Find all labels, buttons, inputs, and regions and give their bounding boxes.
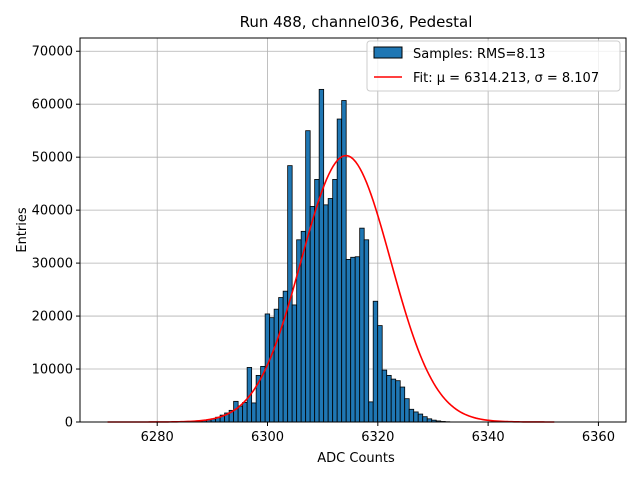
legend-label-fit: Fit: μ = 6314.213, σ = 8.107 [413, 71, 599, 86]
histogram-bar [399, 386, 406, 423]
histogram-bar [422, 416, 428, 423]
chart-title: Run 488, channel036, Pedestal [240, 13, 473, 31]
histogram-bar [251, 402, 257, 423]
histogram-bar [336, 118, 343, 423]
y-tick-label: 50000 [32, 151, 73, 166]
histogram-bar [314, 179, 320, 423]
histogram-bar [354, 256, 361, 423]
histogram-bar [233, 400, 239, 423]
x-axis-ticks: 6280 6300 6320 6340 6360 [141, 422, 615, 445]
y-axis-ticks: 0 10000 20000 30000 40000 50000 60000 70000 [32, 45, 80, 431]
histogram-bar [386, 374, 392, 423]
y-tick-label: 10000 [32, 363, 73, 378]
legend-swatch-samples [373, 46, 403, 59]
x-tick-label: 6360 [582, 430, 615, 445]
histogram-bar [305, 130, 311, 423]
histogram-bar [291, 304, 298, 423]
histogram-bars [197, 88, 451, 423]
y-tick-label: 60000 [32, 98, 73, 113]
histogram-bar [404, 398, 410, 423]
histogram-bar [413, 411, 419, 423]
histogram-bar [269, 317, 275, 423]
x-tick-label: 6320 [361, 430, 394, 445]
histogram-bar [309, 206, 316, 423]
histogram-bar [381, 369, 388, 423]
histogram-bar [345, 258, 352, 423]
y-tick-label: 30000 [32, 257, 73, 272]
grid-lines [80, 38, 626, 423]
histogram-bar [359, 227, 365, 423]
histogram-bar [417, 413, 424, 423]
histogram-bar [237, 405, 244, 423]
histogram-bar [377, 325, 383, 423]
x-tick-label: 6280 [141, 430, 174, 445]
legend: Samples: RMS=8.13 Fit: μ = 6314.213, σ =… [366, 40, 621, 92]
histogram-bar [318, 88, 325, 423]
histogram-bar [242, 402, 248, 423]
histogram-bar [332, 179, 338, 423]
histogram-bar [278, 297, 284, 423]
legend-box [366, 40, 621, 92]
histogram-bar [390, 378, 397, 423]
histogram-bar [350, 256, 356, 423]
legend-label-samples: Samples: RMS=8.13 [413, 47, 545, 62]
histogram-bar [341, 100, 347, 423]
plot-frame [79, 37, 627, 423]
histogram-bar [368, 401, 374, 423]
x-tick-label: 6300 [251, 430, 284, 445]
y-tick-label: 0 [65, 416, 73, 431]
histogram-bar [273, 308, 280, 423]
histogram-bar [327, 198, 334, 423]
histogram-bar [363, 239, 370, 423]
histogram-bar [395, 380, 401, 423]
y-tick-label: 70000 [32, 45, 73, 60]
y-tick-label: 40000 [32, 204, 73, 219]
x-tick-label: 6340 [472, 430, 505, 445]
histogram-bar [372, 300, 379, 423]
x-axis-label: ADC Counts [317, 451, 395, 466]
y-axis-label: Entries [15, 207, 30, 253]
histogram-bar [323, 204, 329, 423]
histogram-bar [408, 408, 415, 423]
y-tick-label: 20000 [32, 310, 73, 325]
